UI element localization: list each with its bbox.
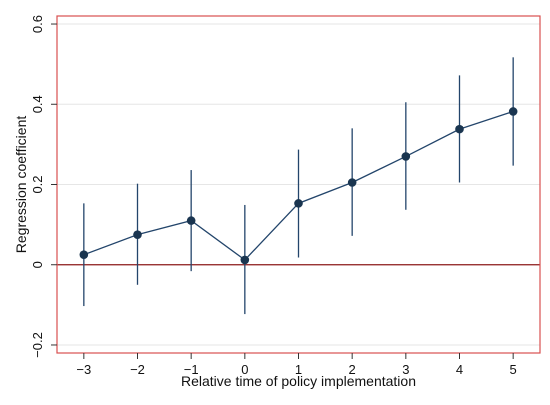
x-tick-label-7: 4: [456, 362, 463, 377]
y-tick-label-2: 0.2: [30, 175, 45, 193]
x-tick-label-0: −3: [76, 362, 91, 377]
data-point-4: [294, 199, 303, 208]
data-point-5: [347, 178, 357, 187]
y-axis: −0.2 0 0.2 0.4 0.6: [30, 15, 57, 358]
x-tick-label-5: 2: [349, 362, 356, 377]
data-point-8: [508, 107, 518, 116]
data-point-3: [240, 255, 250, 265]
x-tick-label-8: 5: [510, 362, 517, 377]
data-point-0: [79, 250, 89, 260]
y-tick-label-1: 0: [30, 261, 45, 268]
data-point-7: [455, 124, 464, 134]
x-axis-title: Relative time of policy implementation: [181, 373, 416, 389]
y-tick-label-0: −0.2: [30, 332, 45, 358]
x-tick-label-4: 1: [295, 362, 302, 377]
y-axis-title: Regression coefficient: [13, 116, 29, 254]
x-tick-label-2: −1: [184, 362, 199, 377]
y-tick-label-3: 0.4: [30, 95, 45, 113]
data-point-1: [133, 230, 142, 239]
data-points: [79, 107, 518, 265]
data-point-6: [401, 152, 411, 161]
data-point-2: [186, 216, 196, 225]
x-tick-label-6: 3: [402, 362, 409, 377]
x-axis: −3 −2 −1 0 1 2 3 4 5: [76, 353, 517, 377]
x-tick-label-1: −2: [130, 362, 145, 377]
y-tick-label-4: 0.6: [30, 15, 45, 33]
x-tick-label-3: 0: [241, 362, 248, 377]
